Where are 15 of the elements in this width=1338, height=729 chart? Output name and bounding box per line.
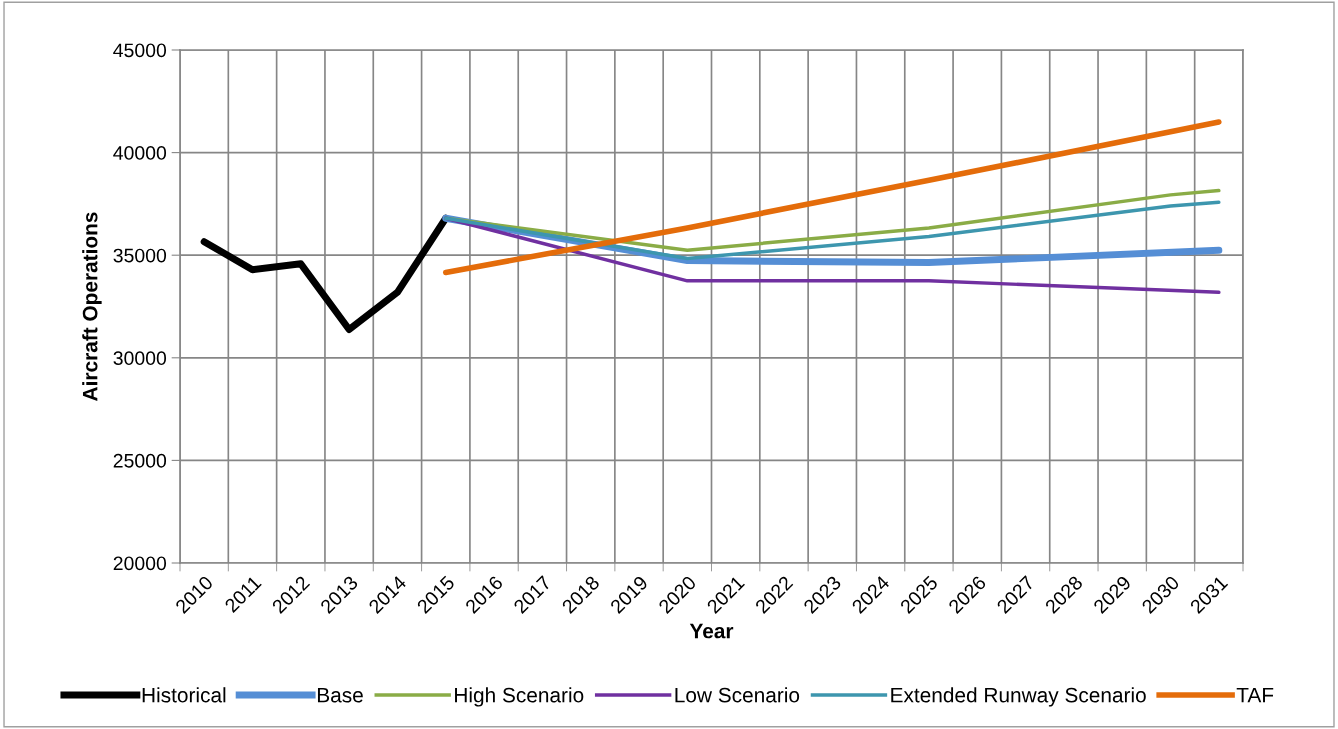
y-axis-title: Aircraft Operations	[82, 212, 102, 401]
y-tick-label: 35000	[113, 248, 167, 263]
line-series	[444, 200, 1221, 261]
y-tick-label: 40000	[113, 146, 167, 160]
legend-label: Extended Runway Scenario	[891, 687, 1146, 707]
legend-label: Base	[317, 687, 363, 703]
legend-label: Historical	[142, 687, 226, 703]
y-tick-label: 30000	[113, 351, 167, 366]
x-axis-title: Year	[689, 623, 734, 639]
y-tick-label: 20000	[113, 556, 167, 571]
legend-label: High Scenario	[455, 687, 584, 707]
y-tick-label: 45000	[113, 43, 167, 58]
y-tick-label: 25000	[113, 453, 167, 468]
legend-label: Low Scenario	[675, 687, 800, 703]
legend-label: TAF	[1236, 687, 1274, 703]
